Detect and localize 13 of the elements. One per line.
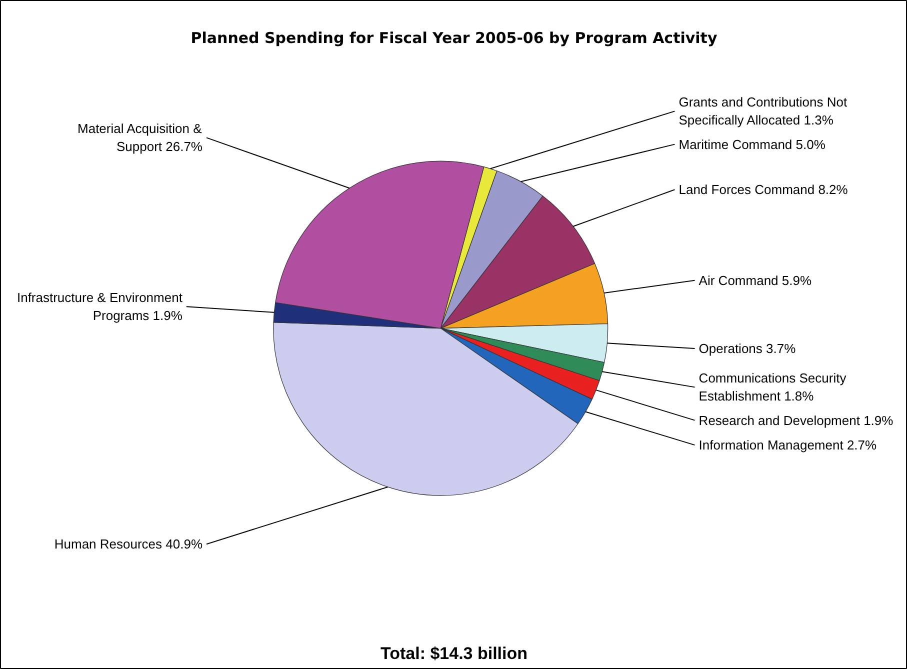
slice-label: Grants and Contributions Not Specifically Allocated 1.3%: [678, 94, 848, 128]
slice-label: Maritime Command 5.0%: [678, 136, 826, 152]
text: Total: $14.3 billion: [380, 644, 528, 663]
slice-label: Research and Development 1.9%: [698, 412, 894, 428]
slice-label: Information Management 2.7%: [698, 438, 878, 453]
slice-label: Operations 3.7%: [698, 341, 796, 356]
chart-title: Planned Spending for Fiscal Year 2005-06 by Program Activity: [190, 28, 718, 47]
slice-label: Material Acquisition & Support 26.7%: [78, 121, 203, 154]
slice-label: Land Forces Command 8.2%: [678, 182, 848, 198]
slice-label: Infrastructure & Environment Programs 1.9%: [16, 290, 183, 324]
slice-label: Communications Security Establishment 1.8%: [698, 370, 847, 404]
slice-label: Air Command 5.9%: [698, 272, 812, 288]
slice-label: Human Resources 40.9%: [54, 536, 203, 552]
